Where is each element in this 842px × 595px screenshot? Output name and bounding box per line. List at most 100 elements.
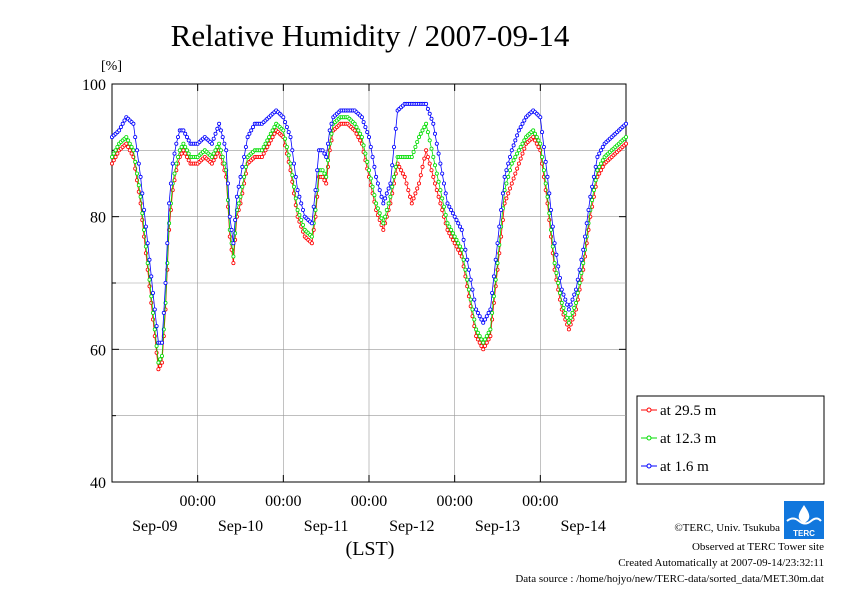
data-point (422, 125, 427, 130)
data-point (531, 135, 536, 140)
data-point (145, 241, 150, 246)
data-point (443, 212, 448, 217)
x-date-label: Sep-12 (389, 518, 434, 535)
data-point (591, 188, 596, 193)
data-point (124, 141, 129, 146)
data-point (110, 161, 115, 166)
data-point (474, 334, 479, 339)
data-point (497, 224, 502, 229)
data-point (152, 327, 157, 332)
data-point (431, 174, 436, 179)
data-point (413, 144, 418, 149)
data-point (288, 135, 293, 140)
data-point (133, 135, 138, 140)
data-point (533, 131, 538, 136)
data-point (283, 120, 288, 125)
data-point (491, 294, 496, 299)
data-point (581, 261, 586, 266)
data-point (463, 247, 468, 252)
data-point (477, 340, 482, 345)
data-point (358, 138, 363, 143)
data-point (270, 135, 275, 140)
data-point (220, 135, 225, 140)
data-point (313, 207, 318, 212)
data-point (450, 237, 455, 242)
data-point (297, 212, 302, 217)
terc-logo: TERC (784, 501, 824, 539)
data-point (559, 287, 564, 292)
data-point (409, 201, 414, 206)
data-point (424, 148, 429, 153)
data-point (250, 125, 255, 130)
data-point (434, 188, 439, 193)
data-point (443, 191, 448, 196)
data-point (156, 360, 161, 365)
data-point (570, 297, 575, 302)
data-point (213, 154, 218, 159)
data-point (129, 144, 134, 149)
data-point (379, 216, 384, 221)
data-point (290, 148, 295, 153)
data-point (154, 324, 159, 329)
data-point (295, 188, 300, 193)
data-point (540, 154, 545, 159)
data-point (575, 277, 580, 282)
data-point (515, 151, 520, 156)
data-point (597, 164, 602, 169)
data-point (522, 138, 527, 143)
data-point (531, 128, 536, 133)
data-point (415, 139, 420, 144)
data-point (329, 121, 334, 126)
data-point (440, 171, 445, 176)
data-point (563, 310, 568, 315)
data-point (142, 207, 147, 212)
data-point (507, 168, 512, 173)
data-point (297, 194, 302, 199)
data-point (138, 174, 143, 179)
data-point (561, 292, 566, 297)
data-point (324, 181, 329, 186)
data-point (536, 144, 541, 149)
data-point (554, 252, 559, 257)
x-time-tick-label: 00:00 (522, 493, 558, 510)
data-point (263, 141, 268, 146)
data-point (482, 337, 487, 342)
data-point (400, 171, 405, 176)
data-point (429, 116, 434, 121)
data-point (486, 337, 491, 342)
data-point (315, 168, 320, 173)
data-point (381, 201, 386, 206)
data-point (493, 277, 498, 282)
data-point (479, 337, 484, 342)
data-point (565, 315, 570, 320)
data-point (445, 221, 450, 226)
data-point (259, 154, 264, 159)
data-point (486, 310, 491, 315)
data-point (299, 217, 304, 222)
data-point (475, 330, 480, 335)
data-point (520, 141, 525, 146)
data-point (259, 148, 264, 153)
data-point (454, 237, 459, 242)
data-point (322, 171, 327, 176)
data-point (425, 154, 430, 159)
data-point (438, 201, 443, 206)
data-point (267, 135, 272, 140)
data-point (175, 154, 180, 159)
data-point (472, 317, 477, 322)
data-point (138, 194, 143, 199)
data-point (368, 176, 373, 181)
data-point (461, 257, 466, 262)
data-point (145, 261, 150, 266)
data-point (247, 131, 252, 136)
data-point (154, 343, 159, 348)
data-point (120, 121, 125, 126)
data-point (511, 158, 516, 163)
data-point (420, 164, 425, 169)
data-point (286, 130, 291, 135)
data-point (352, 128, 357, 133)
data-point (159, 353, 164, 358)
data-point (222, 141, 227, 146)
data-point (133, 159, 138, 164)
